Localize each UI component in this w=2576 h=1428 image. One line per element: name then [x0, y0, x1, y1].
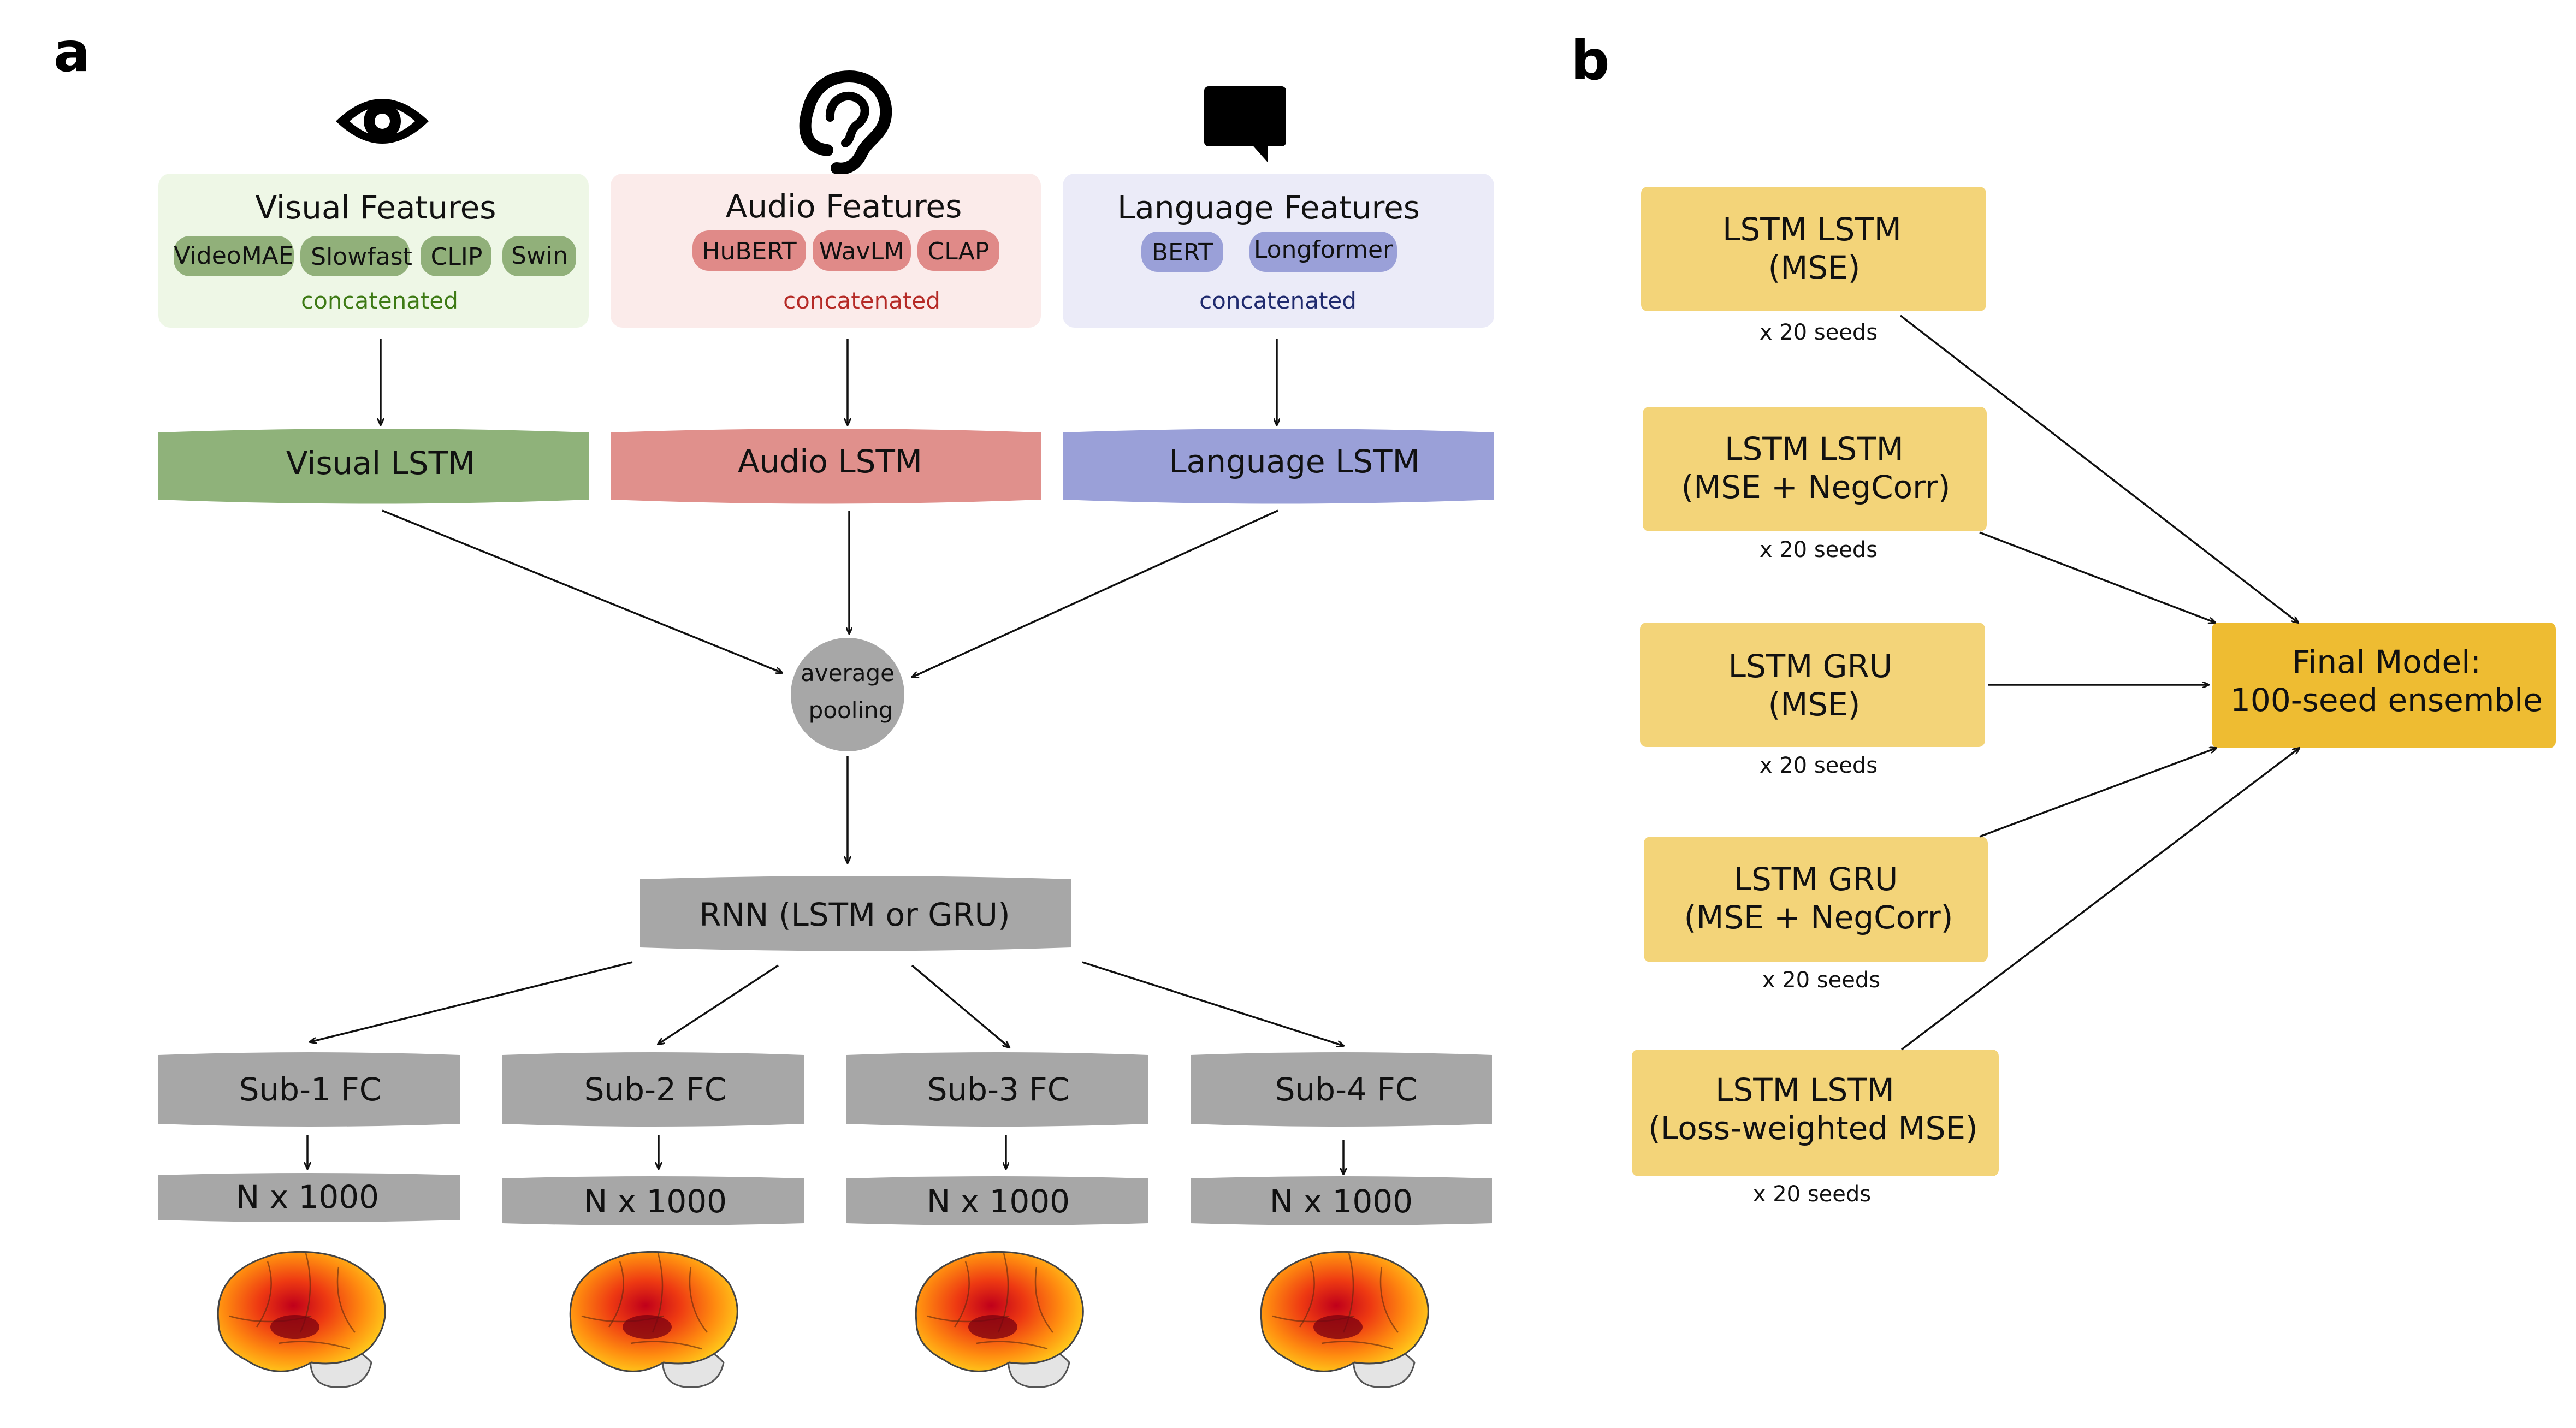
rnn-block: RNN (LSTM or GRU) — [640, 876, 1071, 951]
sub-4-fc-block: Sub-4 FC — [1191, 1052, 1492, 1127]
model-3-line2: (MSE) — [1768, 686, 1861, 723]
model-5-line1: LSTM LSTM — [1715, 1071, 1894, 1109]
sub-2-output-block: N x 1000 — [502, 1176, 804, 1225]
visual-features-box: Visual Features VideoMAE Slowfast CLIP S… — [158, 174, 589, 328]
final-model-line2: 100-seed ensemble — [2230, 682, 2543, 719]
sub-1-output-block: N x 1000 — [158, 1173, 460, 1222]
brain-map-icon — [569, 1251, 738, 1388]
model-box-1: LSTM LSTM (MSE) x 20 seeds — [1641, 187, 1986, 345]
brain-map-icon — [915, 1251, 1084, 1388]
model-4-line2: (MSE + NegCorr) — [1684, 899, 1953, 936]
model-box-3: LSTM GRU (MSE) x 20 seeds — [1640, 623, 1985, 778]
panel-label-a: a — [54, 20, 90, 84]
sub-1-output-label: N x 1000 — [236, 1178, 379, 1216]
language-lstm-block: Language LSTM — [1063, 429, 1494, 504]
ear-icon — [799, 70, 892, 175]
chip-videomae: VideoMAE — [174, 242, 293, 270]
language-features-title: Language Features — [1117, 189, 1420, 226]
sub-4-output-block: N x 1000 — [1191, 1176, 1492, 1225]
model-box-5: LSTM LSTM (Loss-weighted MSE) x 20 seeds — [1632, 1050, 1999, 1207]
model-box-2: LSTM LSTM (MSE + NegCorr) x 20 seeds — [1643, 407, 1987, 562]
chip-wavlm: WavLM — [819, 238, 904, 265]
sub-4-fc-label: Sub-4 FC — [1275, 1071, 1418, 1108]
audio-lstm-label: Audio LSTM — [738, 443, 922, 480]
chip-bert: BERT — [1152, 239, 1213, 266]
sub-2-output-label: N x 1000 — [584, 1183, 727, 1220]
sub-3-output-block: N x 1000 — [846, 1176, 1148, 1225]
visual-features-title: Visual Features — [256, 189, 496, 226]
audio-lstm-block: Audio LSTM — [611, 429, 1041, 504]
average-pooling-node: average pooling — [791, 638, 904, 751]
brain-map-icon — [1260, 1251, 1429, 1388]
eye-icon — [336, 99, 429, 144]
model-2-line2: (MSE + NegCorr) — [1681, 469, 1951, 506]
sub-3-fc-label: Sub-3 FC — [927, 1071, 1070, 1108]
final-model-box: Final Model: 100-seed ensemble — [2212, 623, 2556, 748]
final-model-line1: Final Model: — [2292, 643, 2481, 680]
model-4-seeds: x 20 seeds — [1762, 968, 1880, 993]
model-1-seeds: x 20 seeds — [1760, 320, 1878, 345]
sub-1-fc-block: Sub-1 FC — [158, 1052, 460, 1127]
model-1-line2: (MSE) — [1768, 249, 1861, 286]
panel-label-b: b — [1571, 28, 1610, 92]
sub-3-fc-block: Sub-3 FC — [846, 1052, 1148, 1127]
language-lstm-label: Language LSTM — [1169, 443, 1419, 480]
model-2-seeds: x 20 seeds — [1760, 537, 1878, 562]
model-1-line1: LSTM LSTM — [1722, 211, 1902, 248]
language-concatenated-label: concatenated — [1199, 287, 1357, 314]
visual-concatenated-label: concatenated — [301, 287, 458, 314]
chip-slowfast: Slowfast — [311, 243, 412, 271]
model-box-4: LSTM GRU (MSE + NegCorr) x 20 seeds — [1644, 837, 1988, 993]
audio-concatenated-label: concatenated — [783, 287, 940, 314]
sub-2-fc-block: Sub-2 FC — [502, 1052, 804, 1127]
audio-features-title: Audio Features — [726, 188, 962, 225]
audio-features-box: Audio Features HuBERT WavLM CLAP concate… — [611, 174, 1041, 328]
model-3-seeds: x 20 seeds — [1760, 753, 1878, 778]
chip-clip: CLIP — [431, 243, 483, 271]
sub-2-fc-label: Sub-2 FC — [584, 1071, 727, 1108]
visual-lstm-label: Visual LSTM — [286, 445, 475, 482]
model-5-line2: (Loss-weighted MSE) — [1648, 1110, 1977, 1147]
chip-hubert: HuBERT — [702, 238, 796, 265]
brain-map-icon — [217, 1251, 386, 1388]
chip-longformer: Longformer — [1254, 236, 1393, 264]
chip-swin: Swin — [511, 242, 568, 270]
speech-bubble-icon — [1204, 86, 1286, 163]
model-3-line1: LSTM GRU — [1728, 648, 1893, 685]
visual-lstm-block: Visual LSTM — [158, 429, 589, 504]
rnn-label: RNN (LSTM or GRU) — [699, 896, 1010, 933]
pooling-label-line2: pooling — [809, 697, 893, 724]
sub-4-output-label: N x 1000 — [1270, 1183, 1413, 1220]
chip-clap: CLAP — [928, 238, 990, 265]
sub-1-fc-label: Sub-1 FC — [239, 1071, 382, 1108]
sub-3-output-label: N x 1000 — [927, 1183, 1070, 1220]
model-5-seeds: x 20 seeds — [1753, 1182, 1871, 1207]
model-4-line1: LSTM GRU — [1734, 861, 1898, 898]
pooling-label-line1: average — [801, 660, 895, 686]
model-2-line1: LSTM LSTM — [1725, 430, 1904, 467]
language-features-box: Language Features BERT Longformer concat… — [1063, 174, 1494, 328]
